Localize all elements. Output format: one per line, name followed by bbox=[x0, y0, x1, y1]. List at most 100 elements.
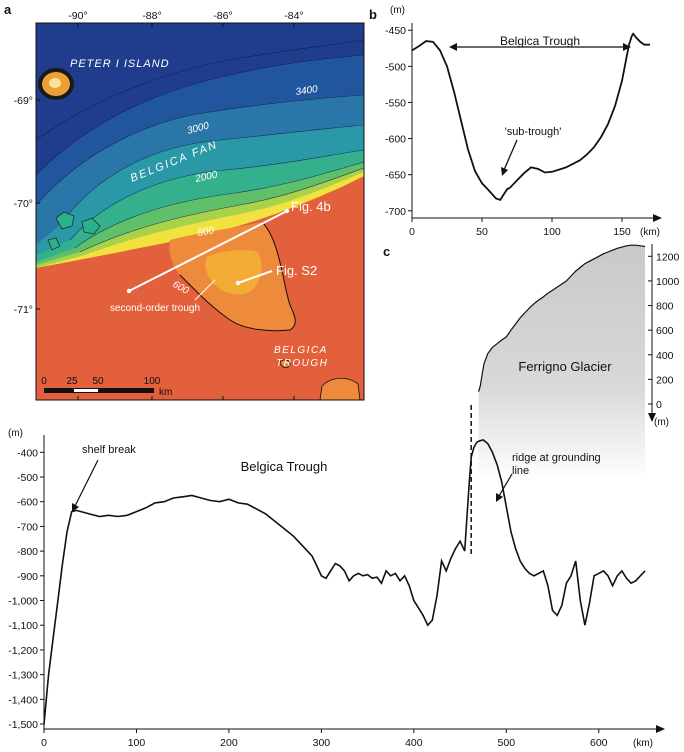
profile-c-xtick-label: 400 bbox=[405, 737, 423, 749]
label-fig4b: Fig. 4b bbox=[291, 199, 331, 214]
profile-b-xtick-label: 100 bbox=[543, 226, 561, 238]
panel-label-c: c bbox=[383, 244, 390, 259]
panel-label-b: b bbox=[369, 7, 377, 22]
glacier-area bbox=[478, 245, 645, 480]
profile-b-ytick-label: -450 bbox=[385, 25, 406, 37]
profile-c-ytick-label: -800 bbox=[17, 546, 38, 558]
profile-c-ytick-label: -1,100 bbox=[8, 620, 38, 632]
profile-b-xtick-label: 150 bbox=[613, 226, 631, 238]
ridge-arrow bbox=[496, 473, 513, 502]
profile-b-ytick-label: -500 bbox=[385, 61, 406, 73]
profile-start-figs2 bbox=[235, 280, 241, 286]
seamounts bbox=[47, 211, 101, 251]
profile-c-ytick-label: -1,500 bbox=[8, 719, 38, 731]
contour-label-3400: 3400 bbox=[295, 84, 319, 98]
scalebar bbox=[44, 388, 154, 393]
lon-tick-84: -84° bbox=[284, 10, 303, 22]
profile-c-ytick-label: -500 bbox=[17, 472, 38, 484]
label-ridge: ridge at grounding line bbox=[512, 452, 601, 477]
profile-c-xtick-label: 0 bbox=[41, 737, 47, 749]
profile-start-fig4b bbox=[126, 288, 132, 294]
label-shelf-break: shelf break bbox=[82, 444, 136, 456]
profile-c-ytick-label: -1,200 bbox=[8, 645, 38, 657]
profile-c-axes: -400 -500 -600 -700 -800 -900 -1,000 -1,100 -1,2… bbox=[8, 435, 665, 749]
profile-line-figs2 bbox=[237, 270, 273, 284]
glacier-axis-arrow bbox=[648, 413, 656, 422]
label-b-trough: Belgica Trough bbox=[500, 34, 580, 48]
label-sub-trough: 'sub-trough' bbox=[505, 126, 562, 138]
profile-c-line bbox=[43, 439, 646, 725]
map-panel: PETER I ISLAND BELGICA FAN BELGICA TROUG… bbox=[14, 10, 365, 401]
glacier-ytick-label: 800 bbox=[656, 301, 674, 313]
profile-c-xtick-label: 500 bbox=[498, 737, 516, 749]
profile-c-ytick-label: -1,300 bbox=[8, 670, 38, 682]
glacier-ytick-label: 0 bbox=[656, 399, 662, 411]
profile-c-ytick-label: -600 bbox=[17, 497, 38, 509]
profile-c-xlabel: (km) bbox=[633, 738, 653, 749]
profile-c-x-arrow bbox=[656, 725, 665, 733]
trough-span-arrow bbox=[449, 43, 631, 51]
scalebar-label-25: 25 bbox=[66, 376, 78, 387]
contour-label-2000: 2000 bbox=[193, 169, 218, 185]
profile-b-line bbox=[411, 32, 650, 201]
lat-tick-70: -70° bbox=[14, 198, 33, 210]
profile-b-xlabel: (km) bbox=[640, 227, 660, 238]
panel-label-a: a bbox=[4, 2, 12, 17]
map-tick-marks bbox=[36, 23, 295, 400]
scalebar-unit: km bbox=[159, 387, 172, 398]
label-figs2: Fig. S2 bbox=[276, 263, 317, 278]
label-ferrigno-glacier: Ferrigno Glacier bbox=[518, 359, 612, 374]
profile-line-fig4b bbox=[128, 210, 288, 292]
glacier-axis: 0 200 400 600 800 1000 1200 bbox=[648, 244, 680, 422]
lon-tick-88: -88° bbox=[142, 10, 161, 22]
glacier-ytick-label: 400 bbox=[656, 350, 674, 362]
glacier-ytick-label: 200 bbox=[656, 374, 674, 386]
profile-b-ytick-label: -650 bbox=[385, 170, 406, 182]
label-c-trough: Belgica Trough bbox=[241, 459, 328, 474]
label-trough: TROUGH bbox=[276, 358, 328, 369]
scalebar-label-50: 50 bbox=[92, 376, 104, 387]
profile-b-ylabel: (m) bbox=[390, 5, 405, 16]
label-peter-island: PETER I ISLAND bbox=[70, 58, 170, 70]
profile-c-xtick-label: 100 bbox=[128, 737, 146, 749]
label-belgica: BELGICA bbox=[274, 345, 328, 356]
second-order-leader bbox=[194, 279, 216, 301]
label-second-order-trough: second-order trough bbox=[110, 303, 200, 314]
sub-trough-arrow bbox=[501, 139, 518, 176]
glacier-ytick-label: 1000 bbox=[656, 276, 680, 288]
profile-b-xtick-label: 50 bbox=[476, 226, 488, 238]
profile-c-xtick-label: 200 bbox=[220, 737, 238, 749]
profile-b-ytick-label: -600 bbox=[385, 134, 406, 146]
contour-label-800: 800 bbox=[197, 225, 216, 239]
profile-b-xtick-label: 0 bbox=[409, 226, 415, 238]
profile-b-x-arrow bbox=[653, 214, 662, 222]
lon-tick-90: -90° bbox=[68, 10, 87, 22]
profile-c-xtick-label: 300 bbox=[313, 737, 331, 749]
scalebar-segment bbox=[74, 389, 98, 392]
profile-c-xtick-label: 600 bbox=[590, 737, 608, 749]
profile-c-ytick-label: -400 bbox=[17, 447, 38, 459]
coast-islands bbox=[279, 359, 361, 400]
profile-c-ylabel: (m) bbox=[8, 428, 23, 439]
lat-tick-69: -69° bbox=[14, 95, 33, 107]
profile-b-ytick-label: -550 bbox=[385, 97, 406, 109]
glacier-unit: (m) bbox=[654, 417, 669, 428]
glacier-surface-line bbox=[478, 244, 646, 392]
profile-c-ytick-label: -900 bbox=[17, 571, 38, 583]
map-frame bbox=[35, 22, 365, 401]
profile-b-ytick-label: -700 bbox=[385, 206, 406, 218]
profile-end-fig4b bbox=[284, 208, 290, 214]
profile-c-ytick-label: -1,000 bbox=[8, 596, 38, 608]
lon-tick-86: -86° bbox=[213, 10, 232, 22]
scalebar-label-0: 0 bbox=[41, 376, 47, 387]
map-second-order-trough bbox=[205, 249, 262, 295]
lat-tick-71: -71° bbox=[14, 304, 33, 316]
shelf-break-arrow bbox=[72, 459, 99, 512]
map-contour-lines bbox=[36, 39, 364, 253]
profile-c-ytick-label: -1,400 bbox=[8, 694, 38, 706]
profile-c-ytick-label: -700 bbox=[17, 521, 38, 533]
